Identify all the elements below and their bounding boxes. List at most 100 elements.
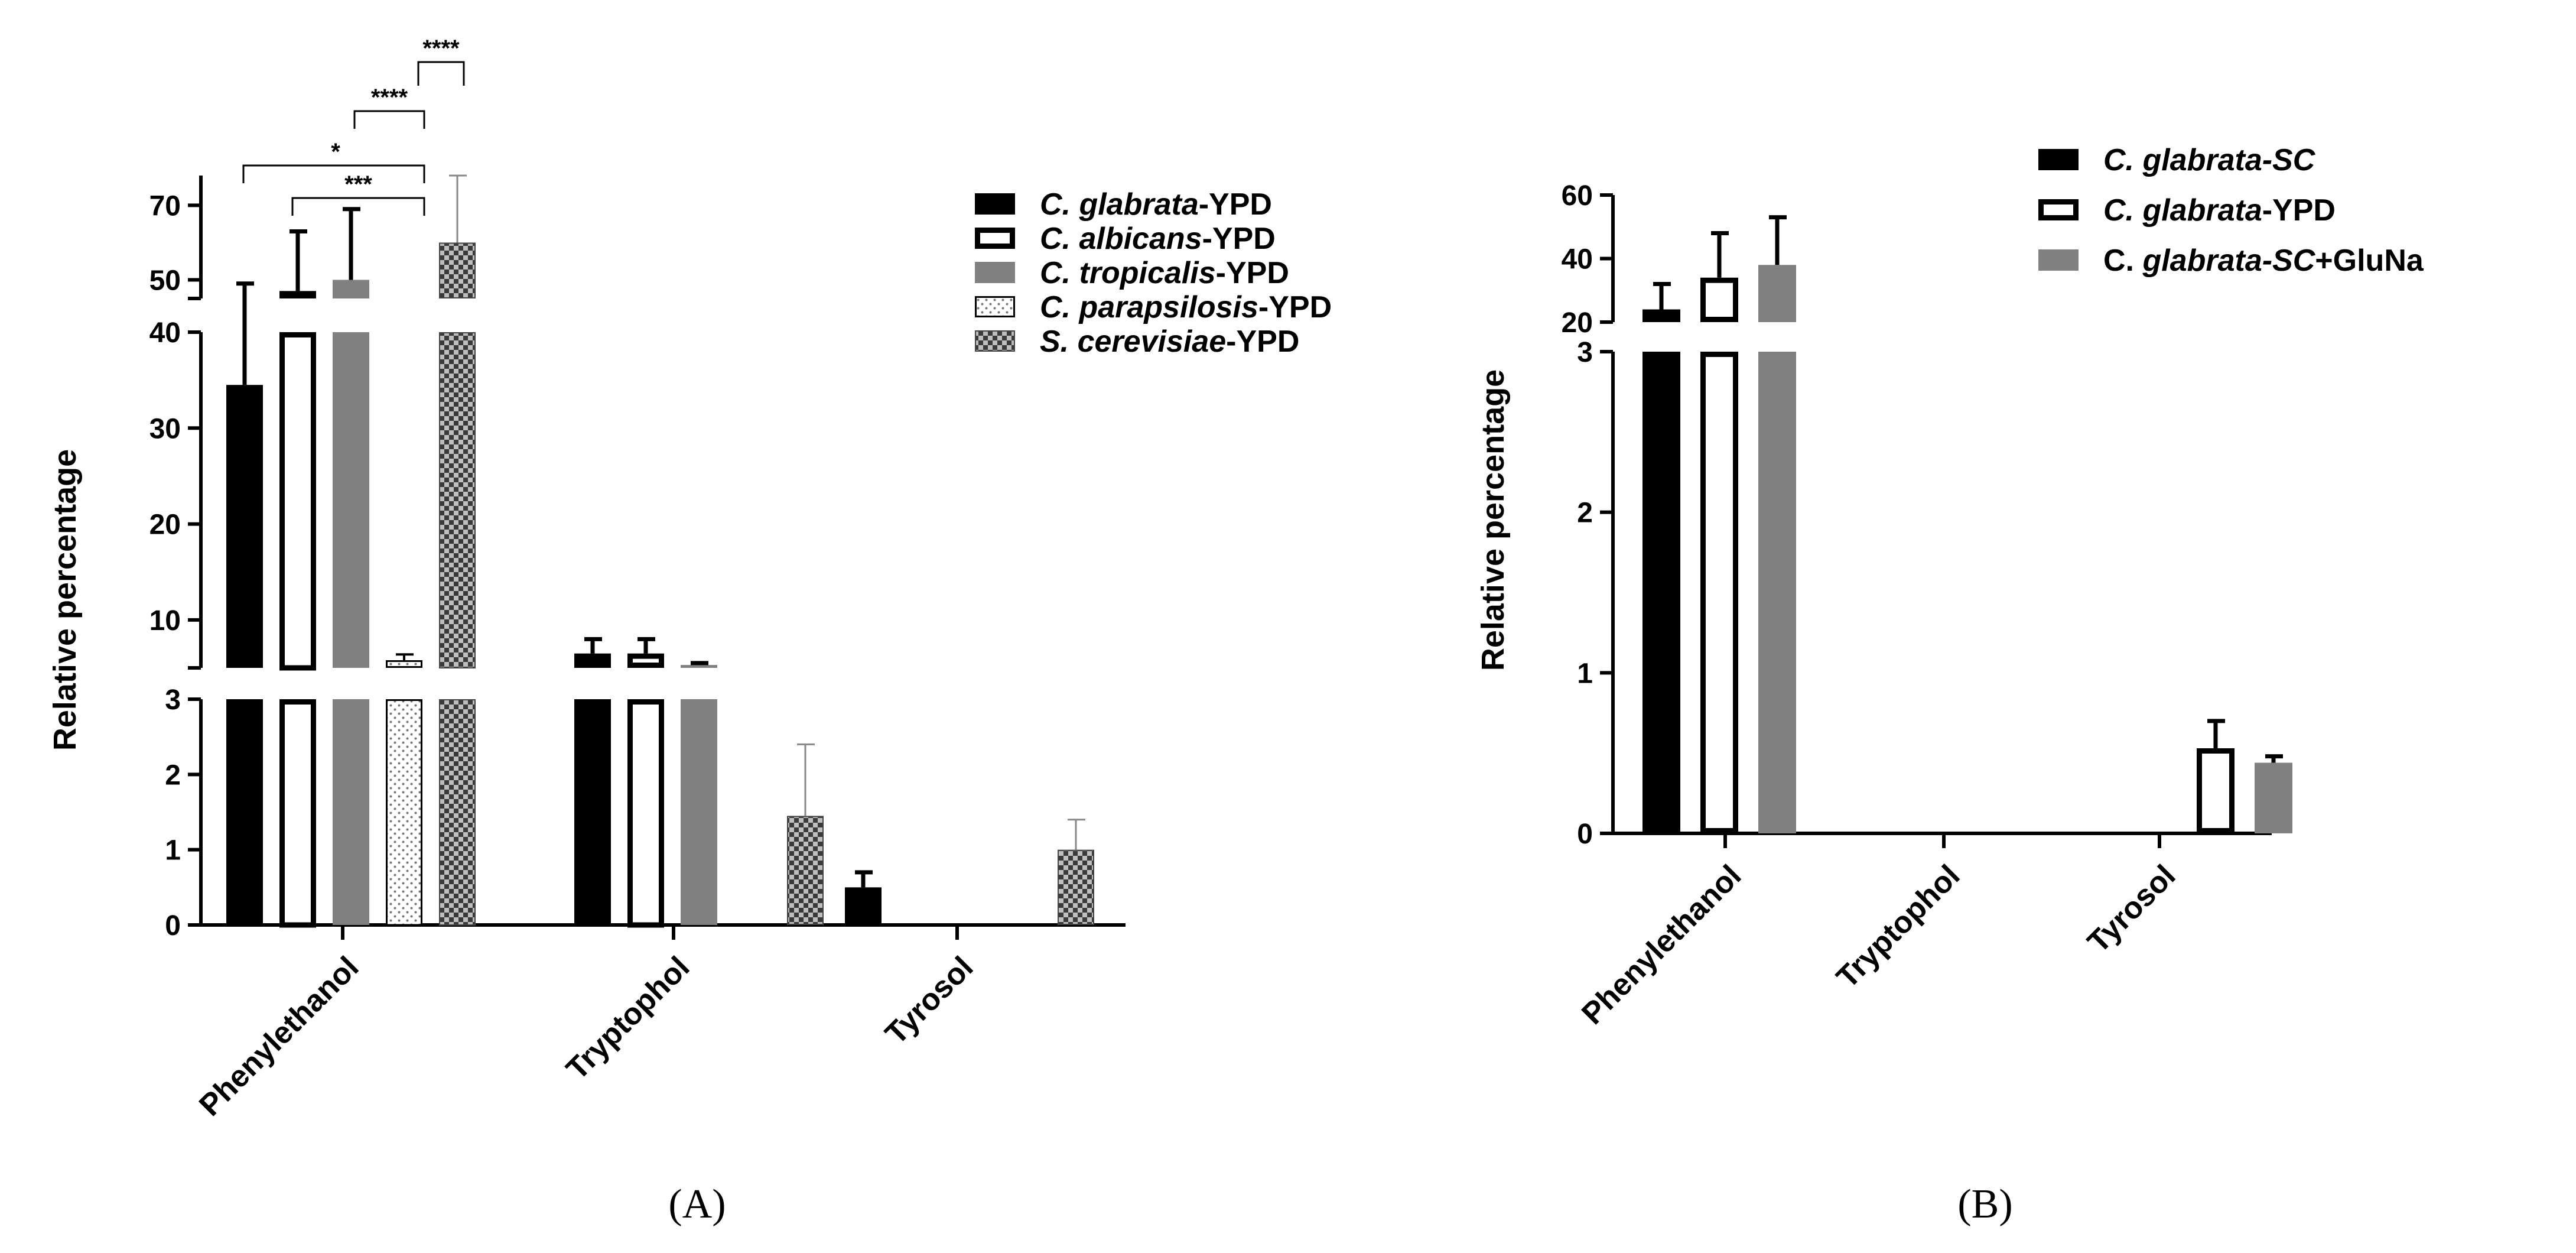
y-tick-label: 40 xyxy=(149,317,181,349)
significance-bracket xyxy=(353,110,425,129)
bar xyxy=(2255,762,2292,833)
legend-swatch xyxy=(975,262,1015,283)
x-tick-label: Phenylethanol xyxy=(193,950,365,1122)
bar xyxy=(386,699,422,926)
bar xyxy=(439,699,476,926)
legend-swatch xyxy=(975,193,1015,215)
y-tick-label: 0 xyxy=(1577,819,1593,850)
legend-swatch xyxy=(975,228,1015,249)
legend-label: C. tropicalis-YPD xyxy=(1040,256,1289,290)
bar xyxy=(1758,352,1796,833)
bar xyxy=(279,291,316,299)
significance-label: **** xyxy=(422,35,460,61)
legend-label-suffix: -YPD xyxy=(2262,193,2336,228)
legend-swatch xyxy=(975,296,1015,317)
legend-label: C. glabrata-YPD xyxy=(2103,193,2336,228)
bar xyxy=(333,699,369,925)
x-tick-label: Tyrosol xyxy=(879,950,980,1051)
legend-label: C. glabrata-SC+GluNa xyxy=(2103,244,2424,278)
panel-b-chart: 0 1 2 320 40 60 Phenylethanol Tryptophol Tyrosol… xyxy=(1475,143,2424,1227)
y-tick-label: 60 xyxy=(1562,180,1593,212)
legend-label: C. glabrata-YPD xyxy=(1040,187,1272,222)
legend-label-italic: C. glabrata-SC xyxy=(2103,143,2316,177)
legend-label-italic: C. glabrata xyxy=(1040,187,1199,222)
legend-label-italic: S. cerevisiae xyxy=(1040,324,1226,359)
legend-label-italic: C. albicans xyxy=(1040,222,1202,256)
panel-a-bars xyxy=(226,174,1094,928)
legend-label-italic: glabrata-SC xyxy=(2142,244,2315,278)
x-tick-label: Tryptophol xyxy=(560,950,697,1086)
bar xyxy=(1642,352,1680,833)
legend-label-italic: C. glabrata xyxy=(2103,193,2262,228)
bar xyxy=(439,242,476,299)
legend-swatch xyxy=(2038,149,2079,170)
bar xyxy=(1642,309,1680,322)
legend-label-italic: C. tropicalis xyxy=(1040,256,1216,290)
y-tick-label: 1 xyxy=(165,835,181,866)
legend-label-suffix: -YPD xyxy=(1216,256,1289,290)
y-tick-label: 10 xyxy=(149,605,181,637)
legend-swatch xyxy=(975,330,1015,352)
bar xyxy=(1758,265,1796,322)
y-tick-label: 40 xyxy=(1562,244,1593,275)
y-tick-label: 20 xyxy=(1562,307,1593,339)
legend-label-prefix: C. xyxy=(2103,244,2142,278)
bar xyxy=(845,887,882,925)
x-tick-label: Tryptophol xyxy=(1830,858,1967,995)
panel-a-chart: 0 1 2 3 10 20 30 40 50 70 Phenylethanol Tryptophol T… xyxy=(47,35,1332,1227)
y-tick-label: 70 xyxy=(149,190,181,222)
bar xyxy=(574,699,611,925)
significance-label: **** xyxy=(371,85,408,111)
significance-bracket xyxy=(291,197,425,216)
bar xyxy=(681,699,717,925)
bar xyxy=(574,653,611,668)
bar xyxy=(333,332,369,668)
y-tick-label: 20 xyxy=(149,509,181,541)
bar xyxy=(279,332,316,671)
legend-label: C. glabrata-SC xyxy=(2103,143,2316,177)
bar xyxy=(681,665,717,668)
y-tick-label: 50 xyxy=(149,265,181,296)
y-tick-label: 3 xyxy=(1577,337,1593,368)
bar xyxy=(1058,849,1094,925)
panel-a-significance: ************ xyxy=(242,35,465,216)
legend-label: S. cerevisiae-YPD xyxy=(1040,324,1299,359)
legend-label-suffix: -YPD xyxy=(1226,324,1299,359)
legend-label: C. parapsilosis-YPD xyxy=(1040,290,1332,324)
panel-a-label: (A) xyxy=(668,1181,726,1227)
legend-label-italic: C. parapsilosis xyxy=(1040,290,1258,324)
bar xyxy=(333,280,369,298)
bar xyxy=(2197,748,2235,834)
bar xyxy=(226,385,263,668)
panel-b-bars xyxy=(1642,215,2292,834)
x-tick-label: Phenylethanol xyxy=(1575,858,1748,1031)
bar xyxy=(439,332,476,668)
y-tick-label: 1 xyxy=(1577,658,1593,689)
bar xyxy=(279,699,316,928)
bar xyxy=(627,699,664,928)
legend-swatch xyxy=(2038,249,2079,271)
significance-bracket xyxy=(242,164,425,183)
x-tick-label: Tyrosol xyxy=(2081,858,2182,959)
legend-label-suffix: +GluNa xyxy=(2315,244,2424,278)
bar xyxy=(226,699,263,925)
legend-label-suffix: -YPD xyxy=(1202,222,1276,256)
y-tick-label: 2 xyxy=(165,759,181,791)
legend-label-suffix: -YPD xyxy=(1199,187,1272,222)
panel-a-y-axis-label: Relative percentage xyxy=(47,449,83,751)
significance-label: *** xyxy=(344,171,372,197)
legend-label: C. albicans-YPD xyxy=(1040,222,1276,256)
legend-label-suffix: -YPD xyxy=(1258,290,1332,324)
bar xyxy=(1700,277,1738,322)
bar xyxy=(627,653,664,668)
y-tick-label: 30 xyxy=(149,413,181,444)
y-tick-label: 3 xyxy=(165,684,181,716)
legend-swatch xyxy=(2038,199,2079,220)
significance-bracket xyxy=(417,61,465,86)
y-tick-label: 2 xyxy=(1577,498,1593,529)
y-tick-label: 0 xyxy=(165,910,181,942)
bar xyxy=(787,816,824,926)
